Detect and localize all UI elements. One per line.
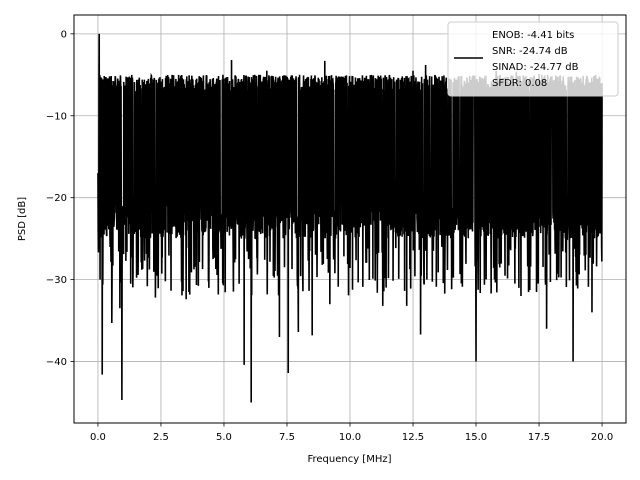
y-tick-label: −10: [46, 111, 67, 122]
legend: ENOB: -4.41 bits SNR: -24.74 dB SINAD: -…: [447, 21, 619, 97]
x-tick-label: 2.5: [153, 432, 169, 443]
x-tick-label: 0.0: [90, 432, 106, 443]
legend-enob: ENOB: -4.41 bits: [492, 30, 574, 41]
x-tick-label: 20.0: [591, 432, 613, 443]
x-tick-label: 15.0: [465, 432, 487, 443]
x-tick-label: 10.0: [339, 432, 361, 443]
y-tick-label: −20: [46, 193, 67, 204]
x-axis-label: Frequency [MHz]: [307, 454, 391, 465]
y-axis-label: PSD [dB]: [17, 197, 28, 241]
legend-box: [447, 21, 619, 97]
x-tick-label: 5.0: [216, 432, 232, 443]
x-tick-label: 12.5: [402, 432, 424, 443]
x-axis-ticks: 0.0 2.5 5.0 7.5 10.0 12.5 15.0 17.5 20.0: [90, 423, 613, 443]
x-tick-label: 17.5: [528, 432, 550, 443]
y-tick-label: −30: [46, 275, 67, 286]
y-axis-ticks: 0 −10 −20 −30 −40: [46, 29, 74, 368]
y-tick-label: 0: [61, 29, 67, 40]
legend-snr: SNR: -24.74 dB: [492, 46, 568, 57]
y-tick-label: −40: [46, 357, 67, 368]
x-tick-label: 7.5: [279, 432, 295, 443]
legend-sfdr: SFDR: 0.08: [492, 78, 547, 89]
legend-sinad: SINAD: -24.77 dB: [492, 62, 579, 73]
